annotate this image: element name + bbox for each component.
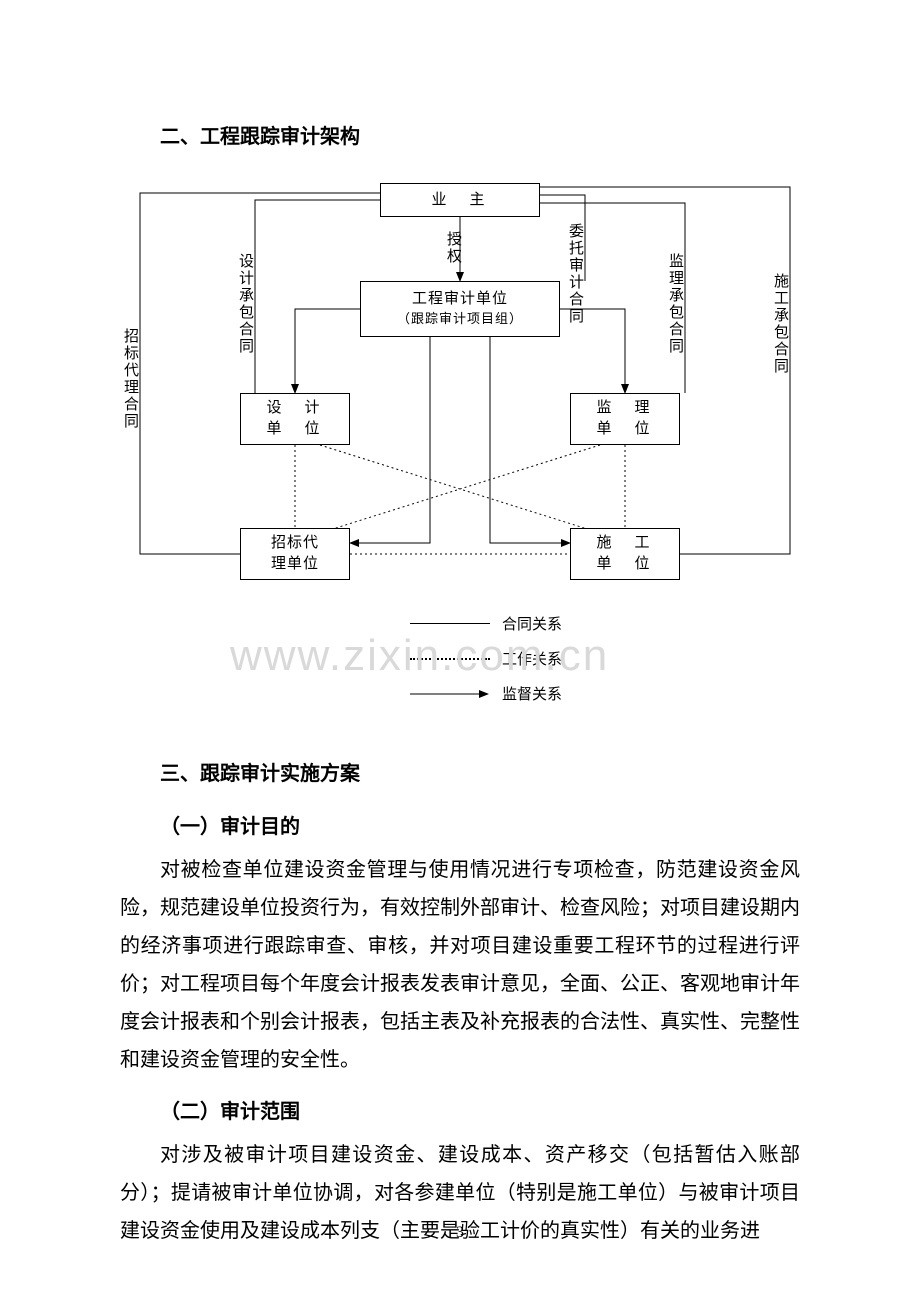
vlabel-authorize: 授权 bbox=[443, 231, 464, 265]
legend-supervise-line bbox=[410, 689, 490, 699]
node-bidding: 招标代 理单位 bbox=[240, 528, 350, 580]
page-number: 3 bbox=[0, 1224, 920, 1242]
node-audit: 工程审计单位 （跟踪审计项目组） bbox=[360, 281, 560, 337]
node-design-label1: 设 计 bbox=[266, 398, 323, 419]
node-super-label1: 监 理 bbox=[596, 398, 653, 419]
heading-structure: 二、工程跟踪审计架构 bbox=[120, 120, 800, 149]
node-bidding-label1: 招标代 bbox=[271, 533, 319, 554]
node-constr-label1: 施 工 bbox=[596, 533, 653, 554]
node-audit-label2: （跟踪审计项目组） bbox=[397, 310, 523, 328]
node-constr: 施 工 单 位 bbox=[570, 528, 680, 580]
node-design-label2: 单 位 bbox=[266, 419, 323, 440]
vlabel-entrust: 委托审计合同 bbox=[565, 223, 586, 325]
org-diagram: 业 主 工程审计单位 （跟踪审计项目组） 设 计 单 位 监 理 单 位 招标代… bbox=[120, 173, 800, 733]
paragraph-purpose: 对被检查单位建设资金管理与使用情况进行专项检查，防范建设资金风险，规范建设单位投… bbox=[120, 851, 800, 1079]
vlabel-design-contract: 设计承包合同 bbox=[235, 253, 256, 355]
node-audit-label1: 工程审计单位 bbox=[412, 289, 508, 310]
node-design: 设 计 单 位 bbox=[240, 393, 350, 445]
vlabel-constr-contract: 施工承包合同 bbox=[770, 273, 791, 375]
legend-contract-line bbox=[410, 623, 490, 624]
vlabel-super-contract: 监理承包合同 bbox=[665, 253, 686, 355]
node-owner: 业 主 bbox=[380, 183, 540, 217]
node-constr-label2: 单 位 bbox=[596, 554, 653, 575]
heading-plan: 三、跟踪审计实施方案 bbox=[120, 757, 800, 786]
legend-supervise-text: 监督关系 bbox=[502, 683, 562, 704]
vlabel-bid-contract: 招标代理合同 bbox=[120, 328, 141, 430]
node-owner-label: 业 主 bbox=[431, 190, 488, 211]
watermark: www.zixin.com.cn bbox=[230, 631, 609, 681]
node-super-label2: 单 位 bbox=[596, 419, 653, 440]
heading-purpose: （一）审计目的 bbox=[120, 810, 800, 839]
node-bidding-label2: 理单位 bbox=[271, 554, 319, 575]
legend-supervise: 监督关系 bbox=[410, 683, 562, 704]
heading-scope: （二）审计范围 bbox=[120, 1095, 800, 1124]
node-super: 监 理 单 位 bbox=[570, 393, 680, 445]
